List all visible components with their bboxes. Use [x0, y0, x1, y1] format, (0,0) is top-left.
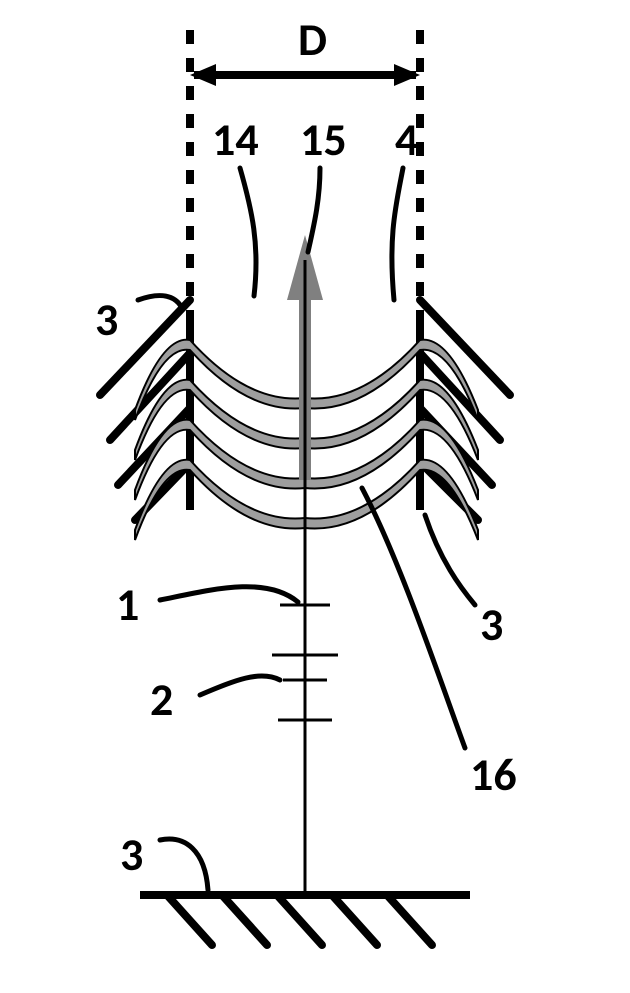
label-n3b: 3: [480, 597, 503, 653]
label-n16: 16: [470, 747, 517, 803]
label-n3c: 3: [120, 827, 143, 883]
label-n3a: 3: [95, 292, 118, 348]
label-n4: 4: [395, 112, 418, 168]
label-D: D: [298, 12, 327, 68]
label-n15: 15: [300, 112, 347, 168]
label-n2: 2: [150, 672, 173, 728]
label-n14: 14: [212, 112, 259, 168]
label-n1: 1: [116, 577, 139, 633]
